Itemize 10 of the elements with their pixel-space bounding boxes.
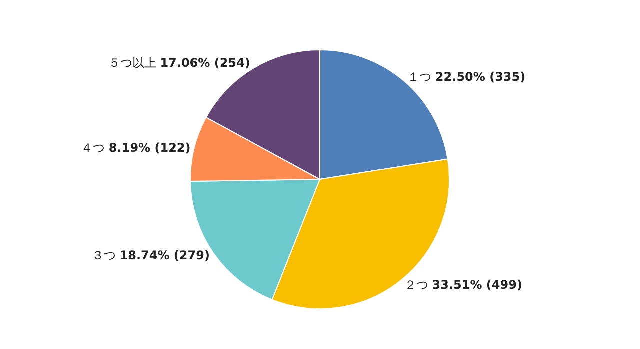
slice-label: ４つ	[81, 141, 106, 156]
slice-label: ３つ	[92, 248, 116, 262]
data-label: 33.51% (499)	[432, 278, 522, 292]
slice-label: ５つ以上	[108, 56, 156, 70]
data-label: 18.74% (279)	[120, 248, 210, 262]
slice-label: ２つ	[404, 278, 428, 292]
slice-label: １つ	[408, 70, 432, 84]
data-label: 22.50% (335)	[435, 70, 526, 84]
data-label: 17.06% (254)	[160, 56, 250, 70]
data-label: 8.19% (122)	[108, 141, 191, 156]
